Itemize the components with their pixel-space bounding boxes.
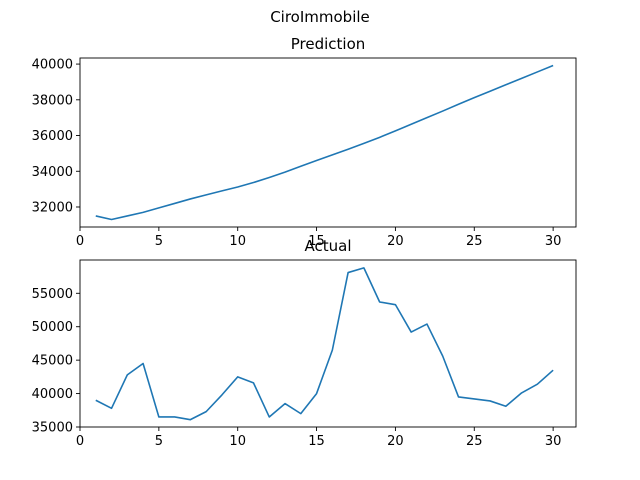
prediction-xtick-label: 0 bbox=[76, 234, 84, 249]
prediction-ytick-label: 32000 bbox=[32, 200, 73, 215]
actual-ytick-label: 40000 bbox=[32, 387, 73, 402]
prediction-xtick-label: 5 bbox=[155, 234, 163, 249]
actual-ytick-label: 55000 bbox=[32, 287, 73, 302]
actual-title: Actual bbox=[305, 237, 352, 255]
actual-ytick-label: 45000 bbox=[32, 354, 73, 369]
prediction-xtick-label: 25 bbox=[466, 234, 483, 249]
prediction-ytick-label: 34000 bbox=[32, 165, 73, 180]
prediction-title: Prediction bbox=[291, 35, 366, 53]
prediction-ticks: 0 5 10 15 20 25 30 32000 34000 36000 38000 40000 bbox=[32, 58, 562, 249]
actual-ytick-label: 35000 bbox=[32, 421, 73, 436]
actual-subplot: 0 5 10 15 20 25 30 35000 40000 45000 50000 55000 Ac… bbox=[32, 237, 577, 449]
actual-ytick-label: 50000 bbox=[32, 320, 73, 335]
prediction-xtick-label: 20 bbox=[387, 234, 404, 249]
actual-xtick-label: 25 bbox=[466, 434, 483, 449]
prediction-xtick-label: 30 bbox=[545, 234, 562, 249]
prediction-xtick-label: 15 bbox=[308, 234, 325, 249]
actual-xtick-label: 10 bbox=[229, 434, 246, 449]
actual-xtick-label: 30 bbox=[545, 434, 562, 449]
actual-axes-frame bbox=[79, 259, 577, 428]
prediction-xtick-label: 10 bbox=[229, 234, 246, 249]
prediction-ytick-label: 36000 bbox=[32, 129, 73, 144]
actual-series-line bbox=[95, 267, 554, 421]
actual-xtick-label: 20 bbox=[387, 434, 404, 449]
actual-xtick-label: 5 bbox=[155, 434, 163, 449]
actual-ticks: 0 5 10 15 20 25 30 35000 40000 45000 50000 55000 bbox=[32, 287, 562, 449]
prediction-ytick-label: 40000 bbox=[32, 58, 73, 73]
actual-xtick-label: 15 bbox=[308, 434, 325, 449]
prediction-ytick-label: 38000 bbox=[32, 93, 73, 108]
figure-title: CiroImmobile bbox=[270, 8, 370, 26]
actual-xtick-label: 0 bbox=[76, 434, 84, 449]
prediction-subplot: Prediction 0 5 10 15 20 25 30 32000 34000 36000 38… bbox=[32, 35, 577, 249]
prediction-axes-frame bbox=[79, 57, 577, 228]
prediction-series-line bbox=[95, 64, 554, 221]
